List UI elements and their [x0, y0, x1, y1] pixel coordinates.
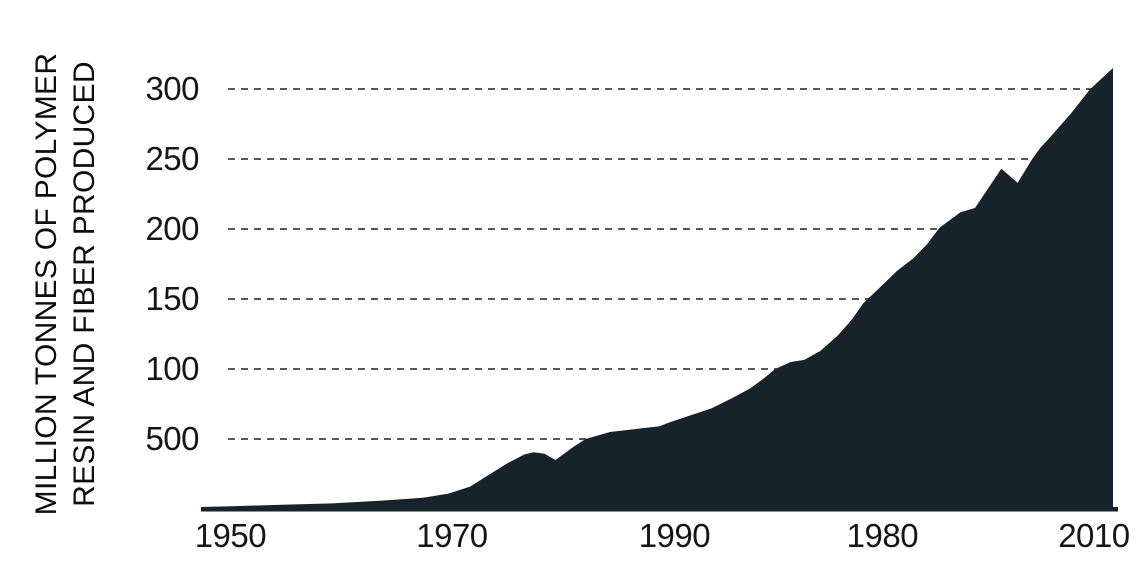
- x-tick-label-1990: 1990: [638, 517, 711, 554]
- y-tick-label-200: 200: [145, 210, 199, 247]
- y-tick-label-300: 300: [145, 70, 199, 107]
- x-tick-label-1980: 1980: [846, 517, 919, 554]
- x-axis-line: [201, 507, 1118, 512]
- area-series: [205, 68, 1113, 511]
- x-tick-label-1950: 1950: [194, 517, 267, 554]
- y-tick-label-500: 500: [145, 420, 199, 457]
- y-tick-label-100: 100: [145, 350, 199, 387]
- y-tick-label-150: 150: [145, 280, 199, 317]
- y-tick-label-250: 250: [145, 140, 199, 177]
- x-tick-label-1970: 1970: [416, 517, 488, 554]
- x-tick-label-2010: 2010: [1058, 517, 1130, 554]
